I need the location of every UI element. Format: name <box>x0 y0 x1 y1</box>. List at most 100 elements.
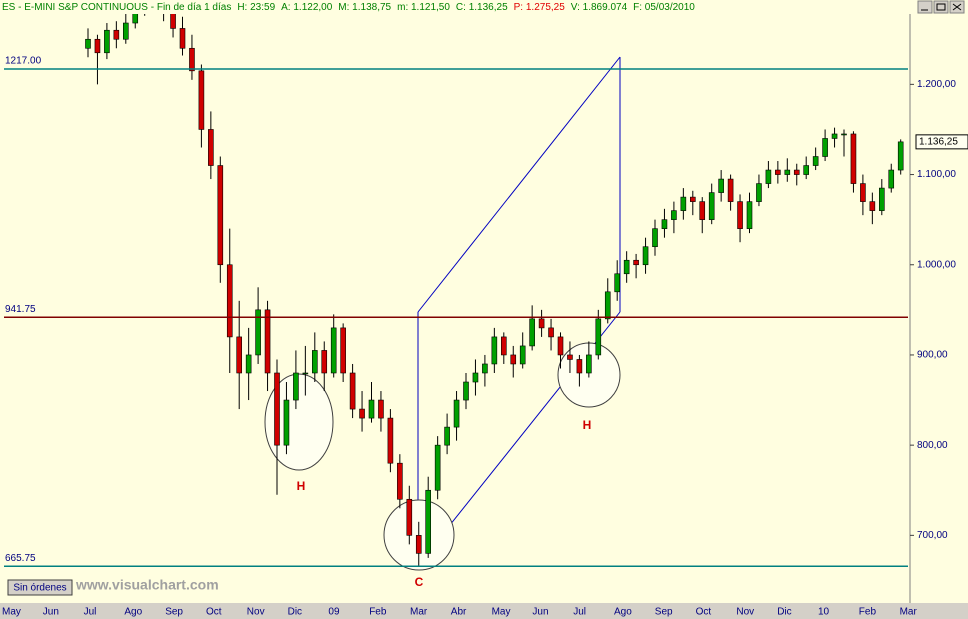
candle-body <box>633 259 639 266</box>
candle-body <box>878 187 885 211</box>
candle-body <box>897 141 904 171</box>
candle-body <box>293 372 299 401</box>
x-tick-label: May <box>492 607 511 618</box>
candle-body <box>586 354 592 374</box>
candle-body <box>623 259 630 275</box>
x-tick-label: Jul <box>84 607 97 618</box>
candle-body <box>359 408 365 419</box>
header-field: P: 1.275,25 <box>514 2 566 13</box>
candle-body <box>775 169 781 175</box>
x-tick-label: Oct <box>696 607 712 618</box>
candle-body <box>472 372 479 383</box>
candle-body <box>368 399 375 419</box>
header-field: M: 1.138,75 <box>338 2 391 13</box>
candle-body <box>718 178 724 193</box>
candle-body <box>869 201 876 211</box>
y-tick-label: 1.000,00 <box>917 259 956 270</box>
candle-body <box>415 535 422 554</box>
candle-body <box>274 372 280 446</box>
candle-body <box>463 381 469 401</box>
x-tick-label: Mar <box>900 607 918 618</box>
candle-body <box>746 201 753 229</box>
candle-body <box>737 201 743 229</box>
candle-body <box>510 354 517 365</box>
header-field: C: 1.136,25 <box>456 2 508 13</box>
candle-body <box>444 426 450 446</box>
candle-body <box>321 350 328 374</box>
candle-body <box>378 399 384 419</box>
plot <box>85 14 904 567</box>
trend-line <box>417 56 621 313</box>
candle-body <box>860 183 866 202</box>
x-tick-label: Jun <box>532 607 548 618</box>
candle-body <box>123 22 129 40</box>
header-field: m: 1.121,50 <box>397 2 450 13</box>
candle-body <box>671 210 677 220</box>
candle-body <box>85 38 91 49</box>
candle-body <box>255 309 261 356</box>
candle-body <box>302 372 309 375</box>
candle-body <box>756 183 762 202</box>
candle-body <box>132 14 139 24</box>
candle-body <box>529 318 535 347</box>
maximize-icon <box>936 3 946 11</box>
candle-body <box>765 169 772 184</box>
x-tick-label: Nov <box>247 607 265 618</box>
x-tick-label: Ago <box>124 607 142 618</box>
candle-body <box>340 327 346 374</box>
candle-body <box>614 273 621 293</box>
candle-body <box>831 133 838 139</box>
orders-button-label[interactable]: Sin órdenes <box>13 583 66 594</box>
candle-body <box>170 14 176 29</box>
x-tick-label: Sep <box>165 607 183 618</box>
x-tick-label: Feb <box>369 607 387 618</box>
candle-body <box>689 196 696 202</box>
candle-body <box>661 219 668 229</box>
watermark: www.visualchart.com <box>75 577 219 593</box>
candle-body <box>387 417 394 464</box>
maximize-button[interactable] <box>933 0 949 14</box>
minimize-button[interactable] <box>917 0 933 14</box>
candle-body <box>491 336 498 365</box>
candle-body <box>576 359 583 374</box>
x-tick-label: Dic <box>777 607 791 618</box>
y-tick-label: 900,00 <box>917 350 948 361</box>
candle-body <box>822 138 828 157</box>
candle-body <box>236 336 242 374</box>
candle-body <box>311 350 318 374</box>
x-tick-label: Jul <box>573 607 586 618</box>
y-tick-label: 800,00 <box>917 440 948 451</box>
last-price-label: 1.136,25 <box>919 136 958 147</box>
x-tick-label: Feb <box>859 607 877 618</box>
candle-body <box>548 327 554 338</box>
candle-body <box>841 133 847 136</box>
candle-body <box>519 345 526 365</box>
pattern-label: H <box>583 418 592 432</box>
candle-body <box>330 327 337 374</box>
candle-body <box>567 354 573 360</box>
last-price-box <box>915 134 968 150</box>
header-field: F: 05/03/2010 <box>633 2 695 13</box>
x-tick-label: Jun <box>43 607 59 618</box>
candle-body <box>803 165 810 175</box>
candle-body <box>217 165 224 266</box>
candle-body <box>189 47 195 72</box>
candle-body <box>198 70 205 130</box>
candle-body <box>104 29 110 54</box>
level-label: 665.75 <box>5 553 36 564</box>
candle-body <box>283 399 290 446</box>
candle-body <box>226 264 233 338</box>
candle-body <box>850 133 857 184</box>
candle-body <box>349 372 356 410</box>
candle-body <box>642 246 649 266</box>
candle-body <box>406 498 413 536</box>
candle-body <box>397 462 403 500</box>
x-tick-label: May <box>2 607 21 618</box>
x-tick-label: Sep <box>655 607 673 618</box>
pattern-label: C <box>415 575 424 589</box>
y-tick-label: 700,00 <box>917 530 948 541</box>
pattern-circle <box>264 373 334 471</box>
level-label: 941.75 <box>5 304 36 315</box>
window-buttons[interactable] <box>917 0 965 14</box>
orders-button[interactable] <box>7 579 73 596</box>
